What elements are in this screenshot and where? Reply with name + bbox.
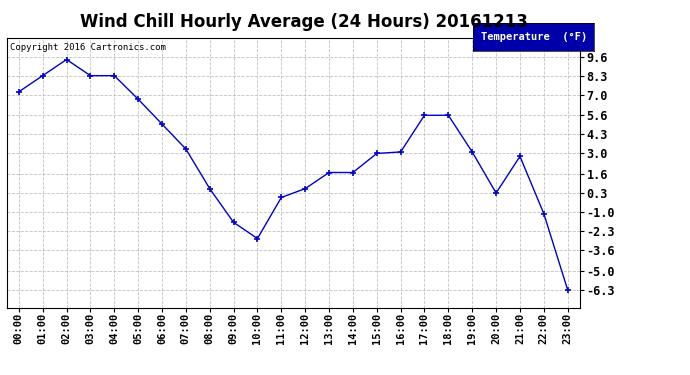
Text: Wind Chill Hourly Average (24 Hours) 20161213: Wind Chill Hourly Average (24 Hours) 201…: [79, 13, 528, 31]
Text: Copyright 2016 Cartronics.com: Copyright 2016 Cartronics.com: [10, 43, 166, 52]
Text: Temperature  (°F): Temperature (°F): [481, 32, 586, 42]
